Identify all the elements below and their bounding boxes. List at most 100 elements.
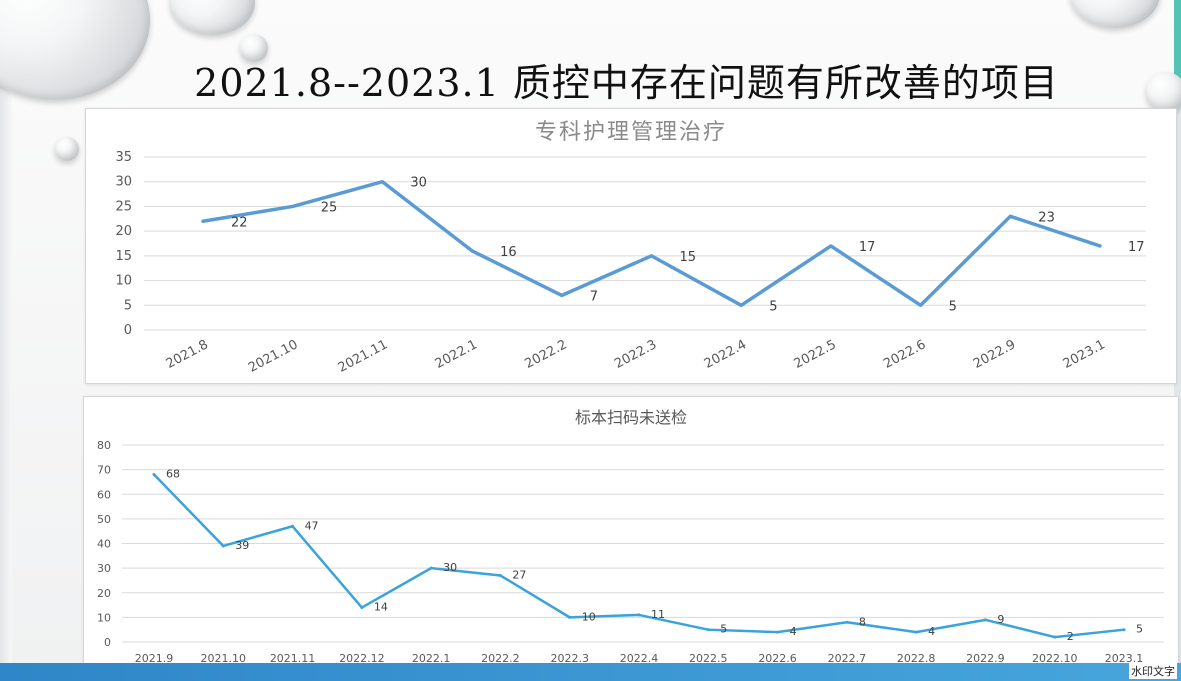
data-point <box>568 615 572 619</box>
right-decor-bar <box>1174 0 1181 681</box>
data-point <box>739 303 743 307</box>
data-label: 10 <box>582 610 596 623</box>
y-tick-label: 70 <box>97 464 111 477</box>
x-tick-label: 2022.3 <box>612 337 659 372</box>
data-label: 47 <box>305 519 319 532</box>
x-tick-label: 2022.12 <box>339 652 385 665</box>
x-tick-label: 2022.5 <box>792 337 839 372</box>
chart-title: 标本扫码未送检 <box>575 408 687 427</box>
water-drop-decor <box>55 137 79 161</box>
data-point <box>983 618 987 622</box>
x-tick-label: 2022.4 <box>620 652 659 665</box>
data-label: 25 <box>321 200 338 215</box>
data-point <box>637 613 641 617</box>
data-label: 68 <box>166 468 180 481</box>
data-point <box>470 249 474 253</box>
data-label: 5 <box>769 299 777 314</box>
y-tick-label: 35 <box>115 150 132 165</box>
x-tick-label: 2022.6 <box>881 337 928 372</box>
y-tick-label: 40 <box>97 538 111 551</box>
watermark-text: 水印文字 <box>1129 663 1177 679</box>
x-tick-label: 2022.1 <box>433 337 480 372</box>
x-tick-label: 2021.10 <box>201 652 247 665</box>
data-label: 8 <box>859 615 866 628</box>
y-tick-label: 80 <box>97 439 111 452</box>
data-label: 7 <box>590 289 598 304</box>
data-label: 39 <box>235 539 249 552</box>
slide-title: 2021.8--2023.1 质控中存在问题有所改善的项目 <box>194 61 1059 105</box>
data-label: 23 <box>1038 210 1055 225</box>
y-tick-label: 20 <box>97 587 111 600</box>
data-label: 17 <box>859 240 876 255</box>
x-tick-label: 2022.2 <box>522 337 569 372</box>
data-point <box>429 566 433 570</box>
data-point <box>776 630 780 634</box>
data-point <box>560 293 564 297</box>
x-tick-label: 2022.8 <box>897 652 936 665</box>
data-point <box>706 628 710 632</box>
data-point <box>291 524 295 528</box>
chart-panel-1: 专科护理管理治疗 0 5 10 15 20 25 30 35 2021.8 2021.10 2021.… <box>85 108 1177 384</box>
data-label: 16 <box>500 245 517 260</box>
y-tick-label: 15 <box>115 249 132 264</box>
chart-title: 专科护理管理治疗 <box>535 120 727 145</box>
data-label: 11 <box>651 608 665 621</box>
data-point <box>1053 635 1057 639</box>
water-drop-decor <box>240 34 268 62</box>
data-point <box>914 630 918 634</box>
x-tick-label: 2021.8 <box>164 337 211 372</box>
data-label: 4 <box>790 625 797 638</box>
y-tick-label: 0 <box>104 636 111 649</box>
data-point <box>1008 214 1012 218</box>
data-label: 17 <box>1128 240 1145 255</box>
data-point <box>919 303 923 307</box>
x-tick-label: 2022.4 <box>702 337 749 372</box>
x-tick-label: 2023.1 <box>1105 652 1144 665</box>
data-label: 5 <box>1136 623 1143 636</box>
x-tick-label: 2021.11 <box>270 652 316 665</box>
x-tick-label: 2022.1 <box>412 652 451 665</box>
data-label: 30 <box>443 561 457 574</box>
x-tick-label: 2022.9 <box>971 337 1018 372</box>
x-tick-label: 2022.9 <box>966 652 1005 665</box>
x-tick-label: 2021.9 <box>135 652 174 665</box>
y-tick-label: 5 <box>124 298 132 313</box>
series-line <box>152 473 1126 639</box>
data-point <box>152 473 156 477</box>
x-tick-label: 2022.7 <box>828 652 867 665</box>
data-label: 22 <box>231 215 248 230</box>
y-tick-label: 10 <box>97 611 111 624</box>
x-tick-label: 2023.1 <box>1061 337 1108 372</box>
bottom-decor-bar <box>0 663 1181 681</box>
left-decor-strip <box>0 0 12 681</box>
chart-panel-2: 标本扫码未送检 0 10 20 30 40 50 60 70 80 2021.9 2021.10 202… <box>83 396 1179 668</box>
data-point <box>1098 244 1102 248</box>
data-point <box>380 180 384 184</box>
data-point <box>1122 628 1126 632</box>
y-tick-label: 0 <box>124 323 132 338</box>
right-accent-block <box>1174 0 1181 80</box>
data-label: 5 <box>949 299 957 314</box>
data-label: 2 <box>1067 630 1074 643</box>
data-point <box>498 574 502 578</box>
data-label: 4 <box>928 625 935 638</box>
y-tick-label: 25 <box>115 199 132 214</box>
x-tick-label: 2022.2 <box>481 652 520 665</box>
x-tick-label: 2022.6 <box>758 652 797 665</box>
data-point <box>201 219 205 223</box>
data-label: 15 <box>680 250 697 265</box>
data-label: 5 <box>720 623 727 636</box>
data-label: 30 <box>410 176 427 191</box>
y-tick-label: 10 <box>115 274 132 289</box>
data-label: 14 <box>374 601 388 614</box>
x-tick-label: 2021.10 <box>246 337 301 375</box>
x-tick-label: 2022.3 <box>550 652 589 665</box>
data-point <box>221 544 225 548</box>
data-point <box>291 204 295 208</box>
y-tick-label: 20 <box>115 224 132 239</box>
data-point <box>360 606 364 610</box>
y-tick-label: 30 <box>97 562 111 575</box>
data-label: 27 <box>512 569 526 582</box>
water-drop-decor <box>1146 72 1181 112</box>
data-point <box>845 620 849 624</box>
